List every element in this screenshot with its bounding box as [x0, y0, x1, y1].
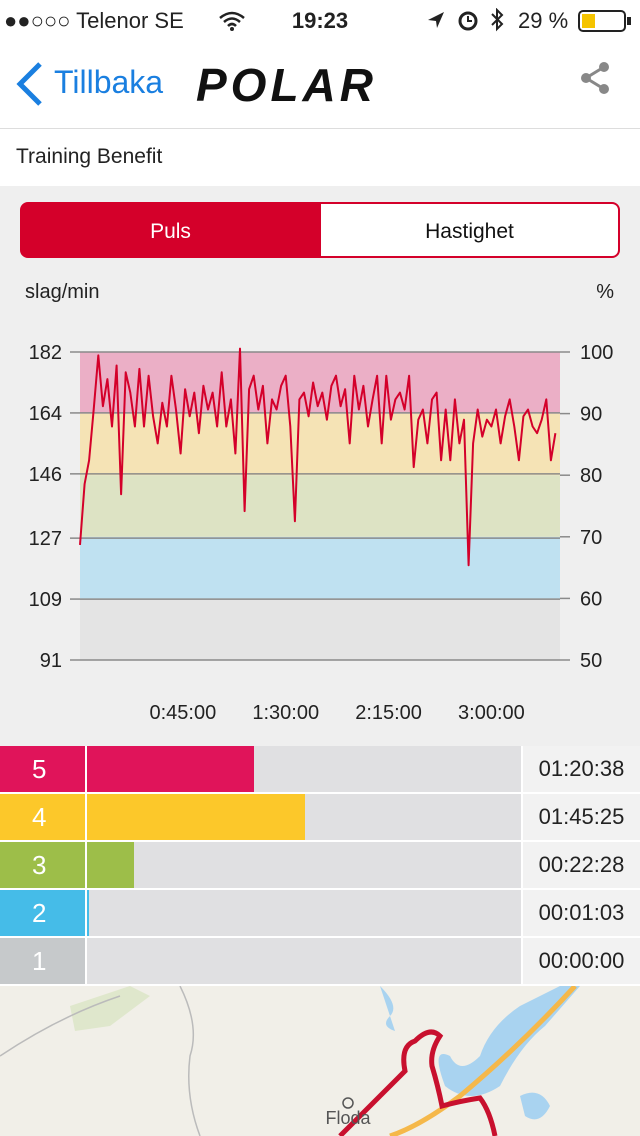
zone-track [87, 890, 521, 936]
y-tick-label: 109 [29, 589, 62, 611]
y-tick-label: 182 [29, 342, 62, 364]
nav-bar: Tillbaka POLAR [0, 40, 640, 129]
zone-band [80, 536, 560, 599]
y2-tick-label: 90 [580, 404, 602, 426]
x-tick-label: 1:30:00 [252, 702, 319, 724]
section-title: Training Benefit [16, 145, 163, 168]
y2-tick-label: 70 [580, 527, 602, 549]
zone-table: 5 01:20:38 4 01:45:25 3 00:22:28 2 00:01:03 1 00:… [0, 746, 640, 986]
battery-icon [578, 10, 631, 32]
battery-percent: 29 % [518, 8, 569, 33]
y2-tick-label: 100 [580, 342, 613, 364]
x-tick-label: 0:45:00 [149, 702, 216, 724]
map-label: Floda [325, 1108, 371, 1128]
y-axis-label: slag/min [25, 281, 99, 303]
y2-tick-label: 50 [580, 650, 602, 672]
zone-time: 01:20:38 [523, 746, 640, 792]
section-header: Training Benefit [0, 129, 640, 186]
status-icons [428, 8, 504, 32]
back-chevron[interactable] [14, 62, 44, 106]
y-tick-label: 91 [40, 650, 62, 672]
zone-time: 01:45:25 [523, 794, 640, 840]
x-tick-label: 3:00:00 [458, 702, 525, 724]
zone-time: 00:00:00 [523, 938, 640, 984]
tab[interactable]: Hastighet [319, 202, 620, 258]
logo: POLAR [196, 59, 377, 111]
zone-bar [87, 794, 306, 840]
zone-bar [87, 746, 254, 792]
zone-band [80, 475, 560, 537]
wifi-icon [219, 11, 245, 31]
back-button[interactable]: Tillbaka [54, 64, 164, 100]
zone-bar [87, 890, 90, 936]
tab-active[interactable]: Puls [20, 202, 321, 258]
zone-track [87, 842, 521, 888]
y2-axis-label: % [596, 281, 614, 303]
zone-label: 3 [0, 842, 85, 888]
y2-tick-label: 60 [580, 588, 602, 610]
y-tick-label: 127 [29, 528, 62, 550]
zone-time: 00:01:03 [523, 890, 640, 936]
status-bar: ●●○○○ Telenor SE 19:23 29 % [0, 0, 640, 40]
chart: slag/min % 91 109 127 146 164 182 50 60 70 80 90 100 0… [25, 281, 614, 724]
zone-band [80, 598, 560, 660]
y2-tick-label: 80 [580, 465, 602, 487]
carrier: ●●○○○ Telenor SE [4, 8, 184, 33]
y-tick-label: 146 [29, 464, 62, 486]
zone-label: 1 [0, 938, 85, 984]
map: Floda [0, 986, 640, 1136]
clock: 19:23 [291, 8, 349, 33]
zone-time: 00:22:28 [523, 842, 640, 888]
zone-track [87, 938, 521, 984]
heart-rate-line [79, 347, 557, 567]
zone-label: 2 [0, 890, 85, 936]
share-icon[interactable] [576, 60, 616, 100]
zone-label: 4 [0, 794, 85, 840]
zone-label: 5 [0, 746, 85, 792]
y-tick-label: 164 [29, 403, 62, 425]
zone-bar [87, 842, 134, 888]
zone-band [80, 352, 560, 414]
x-tick-label: 2:15:00 [355, 702, 422, 724]
